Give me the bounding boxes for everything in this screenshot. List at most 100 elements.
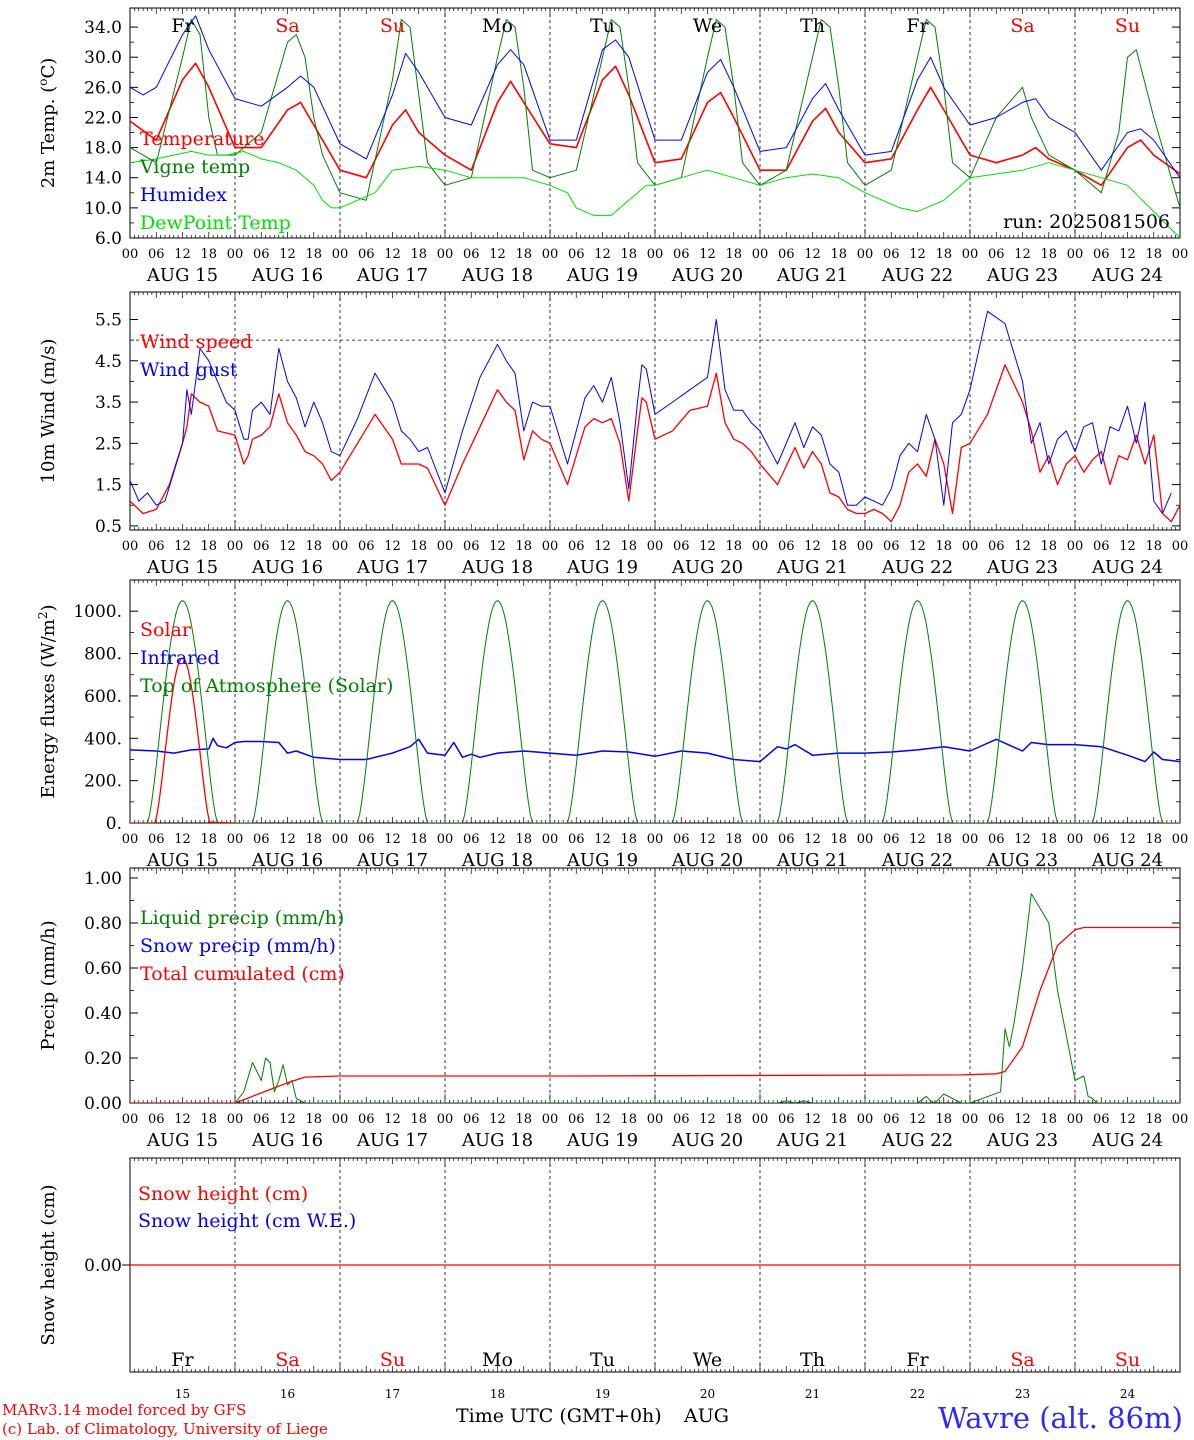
hour-label: 18	[200, 832, 217, 847]
legend-entry: Temperature	[140, 128, 264, 150]
hour-label: 18	[620, 832, 637, 847]
hour-label: 06	[463, 539, 480, 554]
hour-label: 00	[542, 832, 559, 847]
hour-label: 18	[410, 1112, 427, 1127]
hour-label: 06	[673, 247, 690, 262]
hour-label: 06	[358, 247, 375, 262]
date-label: AUG 16	[251, 557, 323, 578]
hour-label: 12	[699, 247, 716, 262]
hour-label: 06	[778, 539, 795, 554]
hour-label: 06	[568, 247, 585, 262]
hour-label: 18	[830, 247, 847, 262]
hour-label: 06	[673, 832, 690, 847]
day-number: 24	[1120, 1387, 1136, 1401]
hour-label: 12	[1119, 539, 1136, 554]
hour-label: 12	[909, 539, 926, 554]
hour-label: 06	[358, 832, 375, 847]
weekday-label: Mo	[482, 15, 513, 37]
hour-label: 12	[699, 832, 716, 847]
hour-label: 12	[1014, 832, 1031, 847]
y-tick-label: 30.0	[84, 48, 122, 68]
hour-label: 12	[489, 1112, 506, 1127]
legend-entry: Top of Atmosphere (Solar)	[140, 675, 393, 697]
day-number: 15	[175, 1387, 190, 1401]
hour-label: 00	[437, 539, 454, 554]
hour-label: 18	[515, 832, 532, 847]
hour-label: 18	[1040, 539, 1057, 554]
hour-label: 06	[463, 1112, 480, 1127]
hour-label: 00	[437, 1112, 454, 1127]
hour-label: 00	[857, 247, 874, 262]
hour-label: 18	[830, 832, 847, 847]
hour-label: 18	[410, 247, 427, 262]
y-tick-label: 5.5	[95, 311, 122, 331]
hour-label: 00	[1067, 247, 1084, 262]
hour-label: 06	[883, 1112, 900, 1127]
hour-label: 12	[804, 832, 821, 847]
weekday-label: Fr	[906, 1349, 929, 1371]
hour-label: 06	[358, 1112, 375, 1127]
hour-label: 00	[752, 1112, 769, 1127]
legend-entry: DewPoint Temp	[140, 212, 291, 234]
legend-entry: Wind gust	[140, 359, 238, 381]
hour-label: 12	[279, 832, 296, 847]
date-label: AUG 16	[251, 850, 323, 871]
hour-label: 00	[962, 832, 979, 847]
y-tick-label: 10.0	[84, 199, 122, 219]
hour-label: 00	[227, 247, 244, 262]
y-tick-label: 0.40	[84, 1004, 122, 1024]
y-tick-label: 0.	[106, 814, 122, 834]
y-tick-label: 800.	[84, 645, 122, 665]
legend-entry: Infrared	[140, 647, 220, 669]
weekday-label: Su	[1115, 15, 1140, 37]
y-tick-label: 0.60	[84, 959, 122, 979]
hour-label: 18	[830, 539, 847, 554]
date-label: AUG 24	[1091, 1130, 1163, 1151]
hour-label: 18	[515, 539, 532, 554]
panel-2: 0.5 1.5 2.5 3.5 4.5 5.5 10m Wind (m/s) 00 06 12 18…	[38, 291, 1188, 578]
y-tick-label: 1000.	[73, 602, 122, 622]
hour-label: 06	[673, 539, 690, 554]
y-axis-title: Precip (mm/h)	[38, 920, 59, 1050]
hour-label: 18	[1040, 1112, 1057, 1127]
model-credit: MARv3.14 model forced by GFS	[2, 1401, 247, 1419]
hour-label: 06	[1093, 1112, 1110, 1127]
y-tick-label: 1.5	[95, 476, 122, 496]
date-label: AUG 24	[1091, 265, 1163, 286]
day-number: 21	[805, 1387, 820, 1401]
weekday-label: Sa	[275, 1349, 299, 1371]
day-number: 20	[700, 1387, 715, 1401]
date-label: AUG 20	[671, 557, 743, 578]
hour-label: 00	[122, 832, 139, 847]
hour-label: 06	[148, 247, 165, 262]
hour-label: 18	[620, 1112, 637, 1127]
hour-label: 18	[1040, 832, 1057, 847]
y-tick-label: 22.0	[84, 108, 122, 128]
weekday-label: Su	[380, 1349, 405, 1371]
hour-label: 12	[279, 1112, 296, 1127]
date-label: AUG 21	[776, 1130, 848, 1151]
hour-label: 18	[1145, 539, 1162, 554]
day-number: 17	[385, 1387, 400, 1401]
hour-label: 06	[148, 539, 165, 554]
run-label: run: 2025081506	[1003, 211, 1170, 233]
y-axis-title: 10m Wind (m/s)	[38, 339, 59, 484]
weekday-label: Su	[380, 15, 405, 37]
legend-entry: Snow precip (mm/h)	[140, 935, 336, 957]
series-top-of-atmosphere-solar-	[130, 600, 1180, 823]
panel-3: 0. 200. 400. 600. 800. 1000. Energy fluxes (W/…	[36, 579, 1188, 871]
legend-entry: Liquid precip (mm/h)	[140, 907, 344, 929]
series-infrared	[130, 737, 1180, 763]
y-tick-label: 34.0	[84, 18, 122, 38]
y-tick-label: 600.	[84, 687, 122, 707]
hour-label: 12	[279, 539, 296, 554]
hour-label: 18	[515, 1112, 532, 1127]
hour-label: 12	[174, 247, 191, 262]
hour-label: 00	[1172, 1112, 1189, 1127]
legend-entry: Wind speed	[140, 331, 252, 353]
hour-label: 18	[935, 832, 952, 847]
date-label: AUG 18	[461, 850, 533, 871]
month-label: AUG	[684, 1405, 729, 1427]
hour-label: 06	[988, 247, 1005, 262]
hour-label: 00	[647, 539, 664, 554]
